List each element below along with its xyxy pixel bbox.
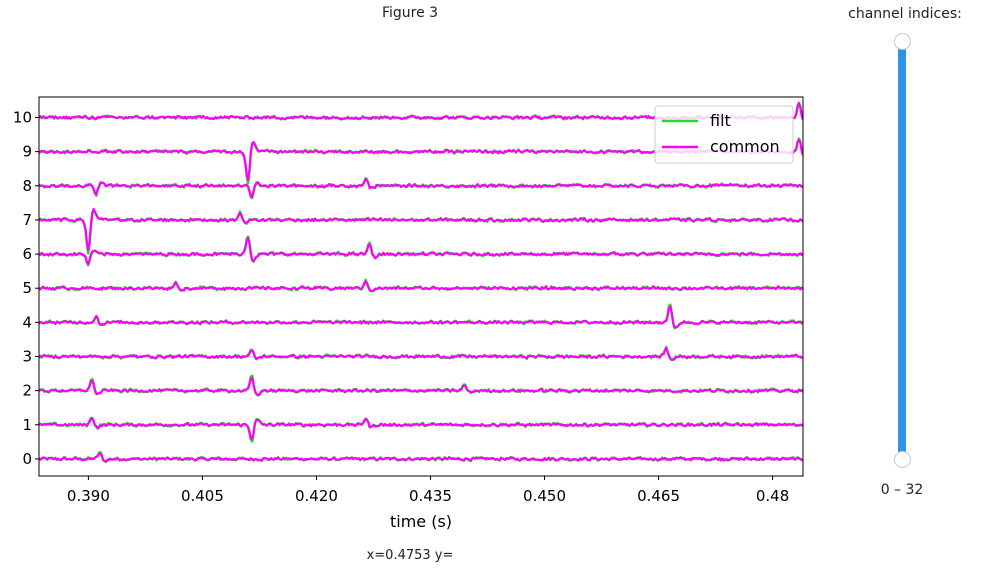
slider-title: channel indices: — [848, 6, 962, 22]
trace-common-ch1 — [39, 417, 803, 441]
trace-common-ch3 — [39, 347, 803, 361]
x-axis-label: time (s) — [390, 512, 452, 531]
axes-frame — [38, 96, 804, 477]
y-tick-label: 4 — [22, 313, 32, 331]
y-tick-label: 1 — [22, 416, 32, 434]
slider-handle-max[interactable] — [894, 451, 911, 468]
y-tick-label: 5 — [22, 279, 32, 297]
x-tick-label: 0.420 — [295, 487, 338, 505]
slider-handle-min[interactable] — [894, 33, 911, 50]
y-tick-label: 0 — [22, 450, 32, 468]
slider-range-readout: 0 – 32 — [880, 482, 924, 498]
cursor-coordinate-readout: x=0.4753 y= — [366, 548, 454, 563]
x-tick-label: 0.465 — [637, 487, 680, 505]
x-tick-label: 0.405 — [181, 487, 224, 505]
channel-range-slider-track[interactable] — [898, 42, 906, 460]
legend-label-common: common — [710, 137, 780, 156]
trace-common-ch5 — [39, 280, 803, 292]
y-tick-label: 8 — [22, 177, 32, 195]
y-tick-label: 10 — [13, 108, 32, 126]
trace-common-ch4 — [39, 305, 803, 329]
trace-common-ch8 — [39, 178, 803, 199]
trace-common-ch0 — [39, 452, 803, 463]
x-tick-label: 0.390 — [67, 487, 110, 505]
trace-common-ch6 — [39, 236, 803, 266]
x-tick-label: 0.435 — [409, 487, 452, 505]
trace-common-ch7 — [39, 207, 803, 251]
y-tick-label: 3 — [22, 347, 32, 365]
y-tick-label: 9 — [22, 143, 32, 161]
x-tick-label: 0.48 — [756, 487, 789, 505]
legend-label-filt: filt — [710, 111, 731, 130]
figure-title: Figure 3 — [381, 5, 439, 21]
y-tick-label: 6 — [22, 245, 32, 263]
y-tick-label: 7 — [22, 211, 32, 229]
x-tick-label: 0.450 — [523, 487, 566, 505]
trace-common-ch2 — [39, 376, 803, 397]
legend: filt common — [654, 105, 794, 164]
y-tick-label: 2 — [22, 382, 32, 400]
